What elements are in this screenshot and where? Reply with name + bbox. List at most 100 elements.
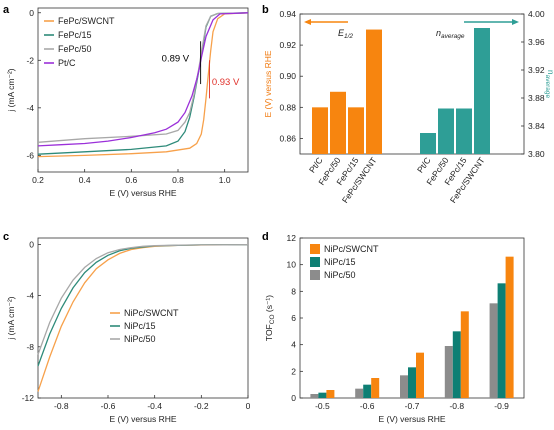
bar bbox=[355, 388, 364, 398]
bar bbox=[460, 311, 469, 398]
legend-swatch bbox=[310, 270, 320, 280]
x-tick-label: -0.8 bbox=[449, 401, 464, 411]
y-tick-label-right: 3.80 bbox=[528, 149, 545, 159]
x-tick-label: -0.5 bbox=[315, 401, 330, 411]
y-tick-label-right: 3.84 bbox=[528, 121, 545, 131]
bar bbox=[326, 390, 335, 398]
bar bbox=[497, 283, 506, 398]
panel-label-a: a bbox=[3, 4, 10, 16]
legend-label: NiPc/SWCNT bbox=[324, 244, 379, 254]
y-tick-label: -4 bbox=[26, 103, 34, 113]
x-tick-label: 0.8 bbox=[172, 175, 184, 185]
series-line bbox=[37, 244, 249, 367]
y-tick-label: -6 bbox=[26, 150, 34, 160]
x-tick-label: 1.0 bbox=[219, 175, 231, 185]
bar bbox=[400, 375, 408, 398]
y-tick-label: 4 bbox=[291, 340, 296, 350]
legend-label-right: naverage bbox=[436, 28, 465, 40]
y-tick-label-left: 0.88 bbox=[279, 102, 296, 112]
legend-label: NiPc/15 bbox=[124, 321, 156, 331]
x-tick-label: 0.2 bbox=[32, 175, 44, 185]
y-axis-label-left: E (V) versus RHE bbox=[263, 50, 273, 117]
legend-arrowhead-left bbox=[304, 19, 311, 25]
y-tick-label-left: 0.90 bbox=[279, 71, 296, 81]
x-tick-label: -0.6 bbox=[101, 401, 116, 411]
y-tick-label-left: 0.92 bbox=[279, 40, 296, 50]
x-tick-label: 0 bbox=[246, 401, 251, 411]
bar bbox=[310, 394, 319, 398]
bar-right bbox=[438, 108, 454, 154]
y-tick-label-left: 0.86 bbox=[279, 133, 296, 143]
y-axis-label: TOFCO (s⁻¹) bbox=[264, 295, 276, 341]
x-axis-label: E (V) versus RHE bbox=[109, 188, 176, 198]
series-line bbox=[37, 244, 249, 355]
y-tick-label: -12 bbox=[22, 393, 35, 403]
y-tick-label: 2 bbox=[291, 366, 296, 376]
y-tick-label: 0 bbox=[29, 8, 34, 18]
panel-a-frame bbox=[37, 7, 249, 173]
legend-label: NiPc/SWCNT bbox=[124, 308, 179, 318]
y-tick-label: -4 bbox=[26, 291, 34, 301]
bar bbox=[318, 392, 327, 398]
y-axis-label: j (mA cm⁻²) bbox=[6, 296, 16, 340]
bar bbox=[452, 331, 461, 398]
bar bbox=[408, 367, 416, 398]
bar bbox=[363, 384, 372, 398]
y-tick-label-right: 3.92 bbox=[528, 65, 545, 75]
bar-left bbox=[366, 29, 382, 154]
y-tick-label-right: 3.88 bbox=[528, 93, 545, 103]
x-tick-label: -0.7 bbox=[405, 401, 420, 411]
y-tick-label: 10 bbox=[287, 260, 297, 270]
x-axis-label: E (V) versus RHE bbox=[109, 414, 176, 424]
x-tick-label: -0.6 bbox=[360, 401, 375, 411]
y-tick-label: -8 bbox=[26, 342, 34, 352]
legend-swatch bbox=[310, 257, 320, 267]
x-tick-label: 0.4 bbox=[79, 175, 91, 185]
x-tick-label: -0.2 bbox=[194, 401, 209, 411]
bar-right bbox=[456, 108, 472, 154]
bar bbox=[505, 256, 514, 398]
legend-label: FePc/SWCNT bbox=[58, 16, 115, 26]
y-tick-label: -2 bbox=[26, 55, 34, 65]
bar bbox=[416, 352, 424, 398]
legend-label: Pt/C bbox=[58, 58, 76, 68]
bar-left bbox=[348, 107, 364, 154]
series-line bbox=[37, 244, 249, 392]
x-tick-label: 0.6 bbox=[125, 175, 137, 185]
y-tick-label: 0 bbox=[29, 239, 34, 249]
legend-label: NiPc/50 bbox=[124, 334, 156, 344]
panel-label-b: b bbox=[262, 4, 269, 16]
bar bbox=[371, 378, 380, 398]
panel-b-frame bbox=[299, 13, 525, 155]
bar-left bbox=[312, 107, 328, 154]
bar-right bbox=[420, 133, 436, 154]
bar-right bbox=[474, 28, 490, 154]
y-tick-label: 12 bbox=[287, 233, 297, 243]
x-tick-label: -0.9 bbox=[494, 401, 509, 411]
y-tick-label-right: 4.00 bbox=[528, 9, 545, 19]
series-line bbox=[37, 12, 249, 158]
legend-label: NiPc/15 bbox=[324, 257, 356, 267]
legend-label: NiPc/50 bbox=[324, 270, 356, 280]
series-line bbox=[37, 12, 249, 147]
bar bbox=[444, 346, 453, 398]
annotation-half-wave: 0.89 V bbox=[162, 53, 190, 64]
y-tick-label: 8 bbox=[291, 286, 296, 296]
panel-c-frame bbox=[37, 237, 249, 399]
legend-label-left: E1/2 bbox=[338, 28, 353, 40]
panel-label-c: c bbox=[3, 231, 9, 243]
y-tick-label: 6 bbox=[291, 313, 296, 323]
panel-label-d: d bbox=[262, 231, 269, 243]
y-axis-label-right: naverage bbox=[544, 70, 554, 99]
y-tick-label-right: 3.96 bbox=[528, 37, 545, 47]
bar-left bbox=[330, 91, 346, 154]
legend-label: FePc/15 bbox=[58, 30, 92, 40]
x-tick-label: -0.4 bbox=[147, 401, 162, 411]
y-axis-label: j (mA cm⁻²) bbox=[6, 68, 16, 112]
legend-label: FePc/50 bbox=[58, 44, 92, 54]
legend-arrowhead-right bbox=[512, 19, 519, 25]
annotation-half-wave: 0.93 V bbox=[212, 77, 240, 88]
x-axis-label: E (V) versus RHE bbox=[378, 414, 445, 424]
y-tick-label: 0 bbox=[291, 393, 296, 403]
